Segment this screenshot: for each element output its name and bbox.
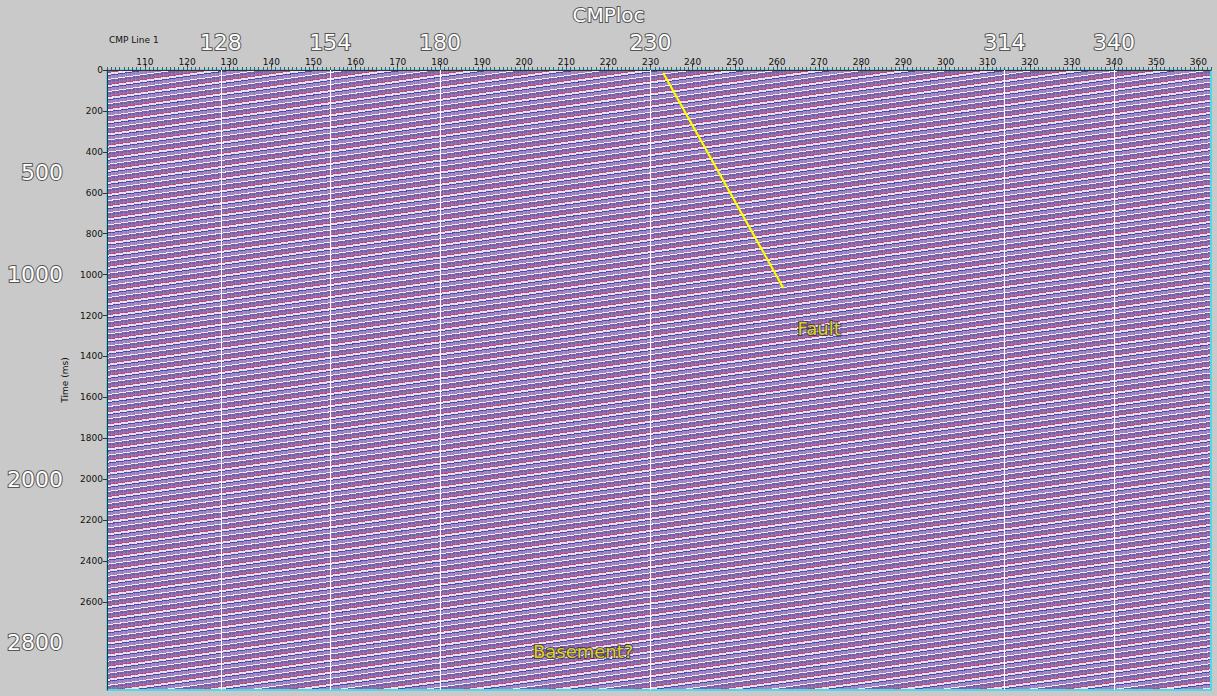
svg-text:330: 330: [1063, 57, 1080, 67]
svg-text:154: 154: [309, 30, 351, 55]
svg-text:160: 160: [347, 57, 364, 67]
svg-text:400: 400: [86, 147, 103, 157]
svg-text:150: 150: [305, 57, 322, 67]
svg-text:180: 180: [419, 30, 461, 55]
svg-text:1400: 1400: [80, 351, 103, 361]
svg-text:270: 270: [811, 57, 828, 67]
svg-text:250: 250: [726, 57, 743, 67]
svg-text:110: 110: [136, 57, 153, 67]
svg-text:1600: 1600: [80, 392, 103, 402]
svg-text:140: 140: [263, 57, 280, 67]
svg-text:2000: 2000: [80, 474, 103, 484]
svg-text:310: 310: [979, 57, 996, 67]
svg-text:128: 128: [200, 30, 242, 55]
svg-text:300: 300: [937, 57, 954, 67]
svg-text:230: 230: [630, 30, 672, 55]
svg-text:260: 260: [768, 57, 785, 67]
svg-text:340: 340: [1093, 30, 1135, 55]
svg-text:600: 600: [86, 188, 103, 198]
svg-text:314: 314: [984, 30, 1026, 55]
svg-text:360: 360: [1190, 57, 1207, 67]
svg-text:Fault: Fault: [798, 318, 841, 339]
svg-text:280: 280: [853, 57, 870, 67]
svg-text:1800: 1800: [80, 433, 103, 443]
svg-text:Basement?: Basement?: [533, 641, 633, 662]
svg-text:800: 800: [86, 229, 103, 239]
svg-text:180: 180: [431, 57, 448, 67]
svg-text:2600: 2600: [80, 597, 103, 607]
svg-text:1000: 1000: [7, 262, 63, 287]
svg-text:120: 120: [178, 57, 195, 67]
svg-text:230: 230: [642, 57, 659, 67]
svg-text:2200: 2200: [80, 515, 103, 525]
svg-text:190: 190: [473, 57, 490, 67]
svg-text:290: 290: [895, 57, 912, 67]
svg-text:Time (ms): Time (ms): [60, 357, 70, 403]
svg-text:220: 220: [600, 57, 617, 67]
svg-text:2000: 2000: [7, 467, 63, 492]
svg-text:320: 320: [1021, 57, 1038, 67]
svg-text:1200: 1200: [80, 311, 103, 321]
svg-text:200: 200: [86, 106, 103, 116]
svg-text:0: 0: [97, 65, 103, 75]
svg-text:240: 240: [684, 57, 701, 67]
svg-text:500: 500: [21, 160, 63, 185]
svg-text:CMP Line 1: CMP Line 1: [109, 35, 159, 45]
svg-text:2800: 2800: [7, 630, 63, 655]
svg-text:350: 350: [1148, 57, 1165, 67]
svg-text:CMPloc: CMPloc: [572, 3, 644, 27]
svg-text:1000: 1000: [80, 270, 103, 280]
svg-text:210: 210: [558, 57, 575, 67]
svg-text:2400: 2400: [80, 556, 103, 566]
svg-text:130: 130: [221, 57, 238, 67]
svg-text:170: 170: [389, 57, 406, 67]
svg-text:340: 340: [1105, 57, 1122, 67]
svg-text:200: 200: [516, 57, 533, 67]
